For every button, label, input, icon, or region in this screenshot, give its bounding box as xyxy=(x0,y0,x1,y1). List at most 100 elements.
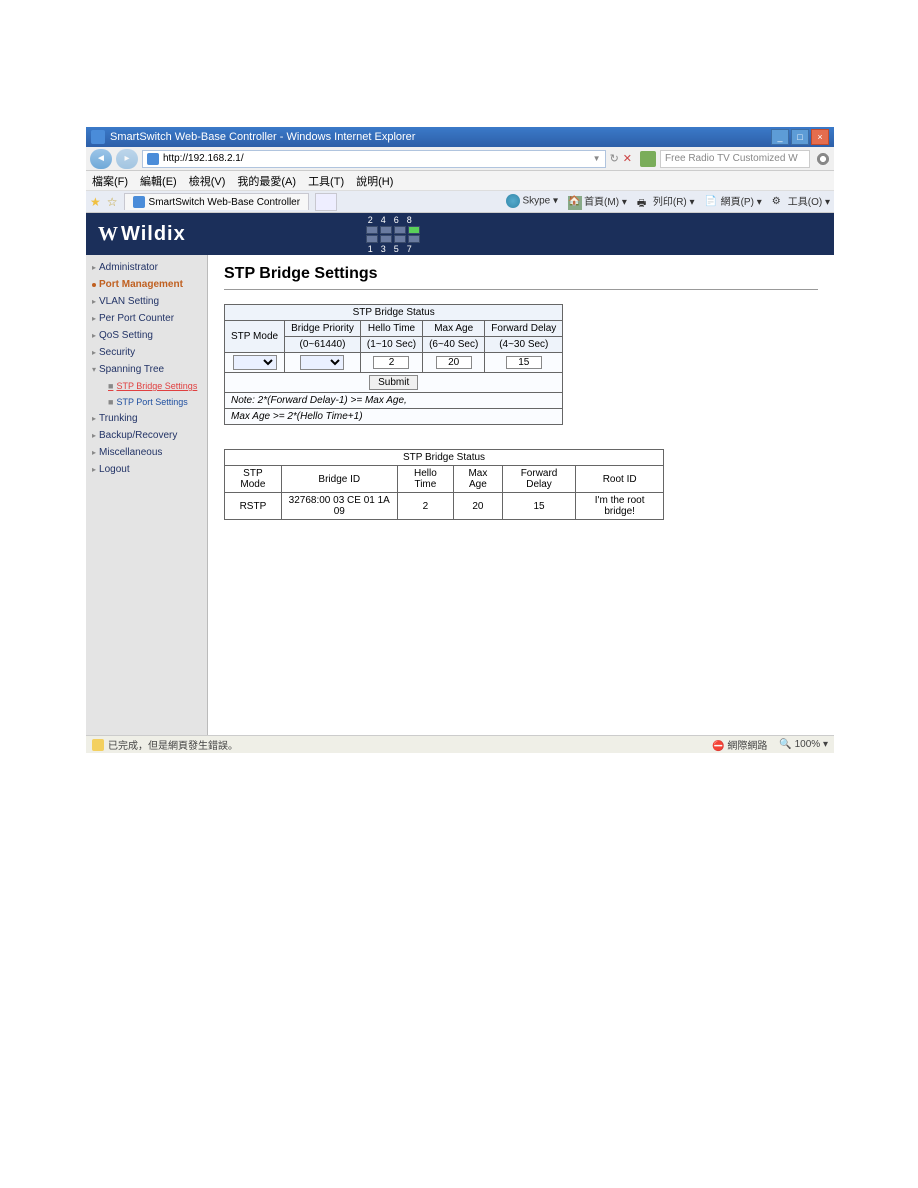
back-button[interactable]: ◄ xyxy=(90,149,112,169)
browser-window: SmartSwitch Web-Base Controller - Window… xyxy=(86,127,834,714)
sidebar-item-per-port-counter[interactable]: ▸Per Port Counter xyxy=(86,310,207,327)
tab-bar: ★ ☆ SmartSwitch Web-Base Controller Skyp… xyxy=(86,191,834,213)
sidebar-item-logout[interactable]: ▸Logout xyxy=(86,461,207,478)
note-1: Note: 2*(Forward Delay-1) >= Max Age, xyxy=(225,393,563,409)
menu-favorites[interactable]: 我的最愛(A) xyxy=(237,173,296,189)
logo-w-icon: W xyxy=(98,223,119,246)
port-3[interactable] xyxy=(380,235,392,243)
status-col-fwd: Forward Delay xyxy=(502,466,576,493)
stp-config-table: STP Bridge Status STP Mode Bridge Priori… xyxy=(224,304,563,425)
port-7[interactable] xyxy=(408,235,420,243)
range-fwd: (4~30 Sec) xyxy=(485,337,563,353)
divider xyxy=(224,289,818,290)
wildix-logo: WWildix xyxy=(98,223,186,246)
print-button[interactable]: 🖶列印(R) ▾ xyxy=(637,193,695,209)
stop-icon[interactable]: ✕ xyxy=(623,152,632,165)
maximize-button[interactable]: □ xyxy=(791,129,809,145)
minimize-button[interactable]: _ xyxy=(771,129,789,145)
menu-file[interactable]: 檔案(F) xyxy=(92,173,128,189)
page-icon xyxy=(147,153,159,165)
status-col-hello: Hello Time xyxy=(397,466,453,493)
menu-edit[interactable]: 編輯(E) xyxy=(140,173,177,189)
submit-button[interactable]: Submit xyxy=(369,375,418,390)
port-6[interactable] xyxy=(394,226,406,234)
range-hello: (1~10 Sec) xyxy=(360,337,422,353)
home-button[interactable]: 🏠首頁(M) ▾ xyxy=(568,193,627,209)
range-maxage: (6~40 Sec) xyxy=(423,337,485,353)
stp-status-table: STP Bridge Status STP Mode Bridge ID Hel… xyxy=(224,449,664,520)
col-hello-time: Hello Time xyxy=(360,321,422,337)
col-bridge-priority: Bridge Priority xyxy=(285,321,361,337)
sidebar-item-trunking[interactable]: ▸Trunking xyxy=(86,410,207,427)
sidebar-sub-stp-port[interactable]: ■ STP Port Settings xyxy=(86,394,207,410)
command-bar: Skype ▾ 🏠首頁(M) ▾ 🖶列印(R) ▾ 📄網頁(P) ▾ ⚙工具(O… xyxy=(506,193,830,209)
menu-tools[interactable]: 工具(T) xyxy=(308,173,344,189)
menu-help[interactable]: 說明(H) xyxy=(356,173,393,189)
hello-time-input[interactable] xyxy=(373,356,409,369)
sidebar-item-backup[interactable]: ▸Backup/Recovery xyxy=(86,427,207,444)
stp-mode-select[interactable] xyxy=(233,355,277,370)
close-button[interactable]: × xyxy=(811,129,829,145)
search-box[interactable]: Free Radio TV Customized W xyxy=(660,150,810,168)
max-age-input[interactable] xyxy=(436,356,472,369)
zoom-level[interactable]: 🔍 100% ▾ xyxy=(779,739,828,750)
port-2[interactable] xyxy=(366,226,378,234)
status-maxage: 20 xyxy=(454,493,503,520)
sidebar-item-qos[interactable]: ▸QoS Setting xyxy=(86,327,207,344)
blocked-icon: ⛔ xyxy=(712,741,724,752)
search-icon[interactable] xyxy=(816,152,830,166)
sidebar-item-port-management[interactable]: Port Management xyxy=(86,276,207,293)
new-tab-button[interactable] xyxy=(315,193,337,211)
status-fwd: 15 xyxy=(502,493,576,520)
status-bar: 已完成，但是網頁發生錯誤。 ⛔ 網際網路 🔍 100% ▾ xyxy=(86,735,834,753)
note-2: Max Age >= 2*(Hello Time+1) xyxy=(225,409,563,425)
content-pane: STP Bridge Settings STP Bridge Status ST… xyxy=(208,255,834,735)
refresh-icon[interactable]: ↻ xyxy=(610,152,619,165)
dropdown-icon[interactable]: ▼ xyxy=(593,154,601,163)
sidebar-item-security[interactable]: ▸Security xyxy=(86,344,207,361)
bridge-priority-select[interactable] xyxy=(300,355,344,370)
tab-label: SmartSwitch Web-Base Controller xyxy=(149,197,301,208)
port-top-numbers: 2468 xyxy=(366,215,420,225)
status-bridge-id: 32768:00 03 CE 01 1A 09 xyxy=(281,493,397,520)
address-bar[interactable]: http://192.168.2.1/ ▼ xyxy=(142,150,606,168)
skype-button[interactable]: Skype ▾ xyxy=(506,194,558,208)
page-button[interactable]: 📄網頁(P) ▾ xyxy=(705,193,762,209)
sidebar-item-spanning-tree[interactable]: ▾Spanning Tree xyxy=(86,361,207,378)
port-4[interactable] xyxy=(380,226,392,234)
menu-view[interactable]: 檢視(V) xyxy=(189,173,226,189)
tab-icon xyxy=(133,196,145,208)
port-1[interactable] xyxy=(366,235,378,243)
main-area: ▸Administrator Port Management ▸VLAN Set… xyxy=(86,255,834,735)
add-favorite-icon[interactable]: ☆ xyxy=(107,195,118,209)
forward-button[interactable]: ▸ xyxy=(116,149,138,169)
sidebar-item-vlan[interactable]: ▸VLAN Setting xyxy=(86,293,207,310)
forward-delay-input[interactable] xyxy=(506,356,542,369)
browser-tab[interactable]: SmartSwitch Web-Base Controller xyxy=(124,193,310,210)
url-prefix: http:// xyxy=(163,153,188,164)
port-5[interactable] xyxy=(394,235,406,243)
port-8[interactable] xyxy=(408,226,420,234)
col-max-age: Max Age xyxy=(423,321,485,337)
url-text: 192.168.2.1/ xyxy=(188,153,244,164)
port-bottom-numbers: 1357 xyxy=(366,244,420,254)
status-col-mode: STP Mode xyxy=(225,466,282,493)
config-caption: STP Bridge Status xyxy=(225,305,563,321)
app-header: WWildix 2468 1357 xyxy=(86,213,834,255)
status-col-root-id: Root ID xyxy=(576,466,664,493)
menu-bar: 檔案(F) 編輯(E) 檢視(V) 我的最愛(A) 工具(T) 說明(H) xyxy=(86,171,834,191)
status-text: 已完成，但是網頁發生錯誤。 xyxy=(108,737,238,752)
sidebar-item-misc[interactable]: ▸Miscellaneous xyxy=(86,444,207,461)
range-priority: (0~61440) xyxy=(285,337,361,353)
sidebar: ▸Administrator Port Management ▸VLAN Set… xyxy=(86,255,208,735)
tools-button[interactable]: ⚙工具(O) ▾ xyxy=(772,193,830,209)
search-placeholder: Free Radio TV Customized W xyxy=(665,153,798,164)
status-mode: RSTP xyxy=(225,493,282,520)
favorites-star-icon[interactable]: ★ xyxy=(90,195,101,209)
go-button[interactable] xyxy=(640,151,656,167)
sidebar-sub-stp-bridge[interactable]: ■ STP Bridge Settings xyxy=(86,378,207,394)
internet-zone[interactable]: ⛔ 網際網路 xyxy=(712,737,767,752)
col-forward-delay: Forward Delay xyxy=(485,321,563,337)
sidebar-item-administrator[interactable]: ▸Administrator xyxy=(86,259,207,276)
ie-icon xyxy=(91,130,105,144)
